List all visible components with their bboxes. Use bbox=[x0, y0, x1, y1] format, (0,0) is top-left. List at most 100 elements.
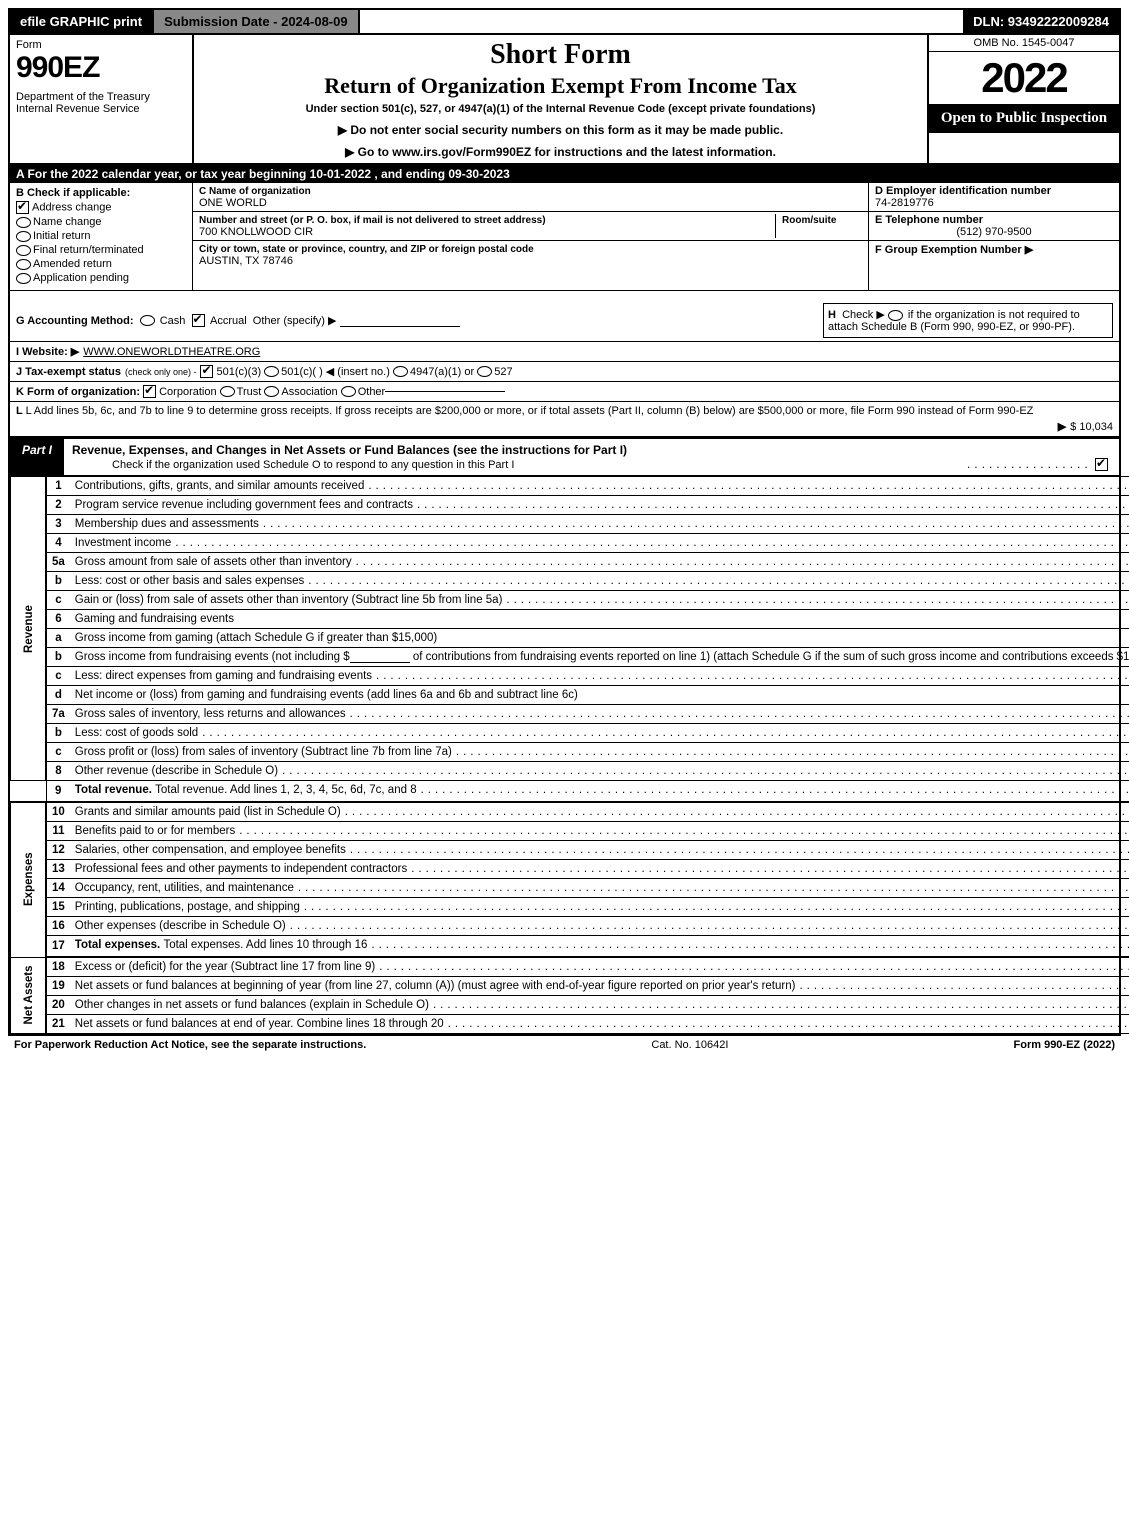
row-k: K Form of organization: Corporation Trus… bbox=[10, 382, 1119, 402]
check-4947[interactable] bbox=[393, 366, 408, 377]
form-number: 990EZ bbox=[16, 51, 186, 85]
check-amended-return[interactable]: Amended return bbox=[16, 258, 186, 270]
part-1-check-o[interactable]: ................. bbox=[967, 457, 1119, 475]
row-l: L L Add lines 5b, 6c, and 7b to line 9 t… bbox=[10, 402, 1119, 420]
section-a-line: A For the 2022 calendar year, or tax yea… bbox=[10, 165, 1119, 183]
check-h[interactable] bbox=[888, 310, 903, 321]
check-501c[interactable] bbox=[264, 366, 279, 377]
line-5c: c Gain or (loss) from sale of assets oth… bbox=[11, 591, 1129, 610]
footer-left: For Paperwork Reduction Act Notice, see … bbox=[14, 1039, 366, 1051]
website-link[interactable]: WWW.ONEWORLDTHEATRE.ORG bbox=[83, 346, 260, 358]
section-d: D Employer identification number 74-2819… bbox=[869, 183, 1119, 290]
line-6b: b Gross income from fundraising events (… bbox=[11, 648, 1129, 667]
line-6d: d Net income or (loss) from gaming and f… bbox=[11, 686, 1129, 705]
h-box: H Check ▶ if the organization is not req… bbox=[823, 303, 1113, 338]
line-7b: b Less: cost of goods sold 7b bbox=[11, 724, 1129, 743]
check-cash[interactable] bbox=[140, 315, 155, 326]
line-7a: 7a Gross sales of inventory, less return… bbox=[11, 705, 1129, 724]
row-i: I Website: ▶ WWW.ONEWORLDTHEATRE.ORG bbox=[10, 341, 1119, 362]
part-1-header: Part I Revenue, Expenses, and Changes in… bbox=[10, 437, 1119, 476]
ssn-warning: ▶ Do not enter social security numbers o… bbox=[200, 123, 921, 137]
check-application-pending[interactable]: Application pending bbox=[16, 272, 186, 284]
info-grid: B Check if applicable: Address change Na… bbox=[10, 183, 1119, 291]
side-netassets: Net Assets bbox=[11, 957, 47, 1034]
l-amount: $ 10,034 bbox=[1070, 421, 1113, 433]
line-21: 21 Net assets or fund balances at end of… bbox=[11, 1015, 1129, 1034]
line-15: 15 Printing, publications, postage, and … bbox=[11, 898, 1129, 917]
footer-mid: Cat. No. 10642I bbox=[651, 1039, 728, 1051]
ein-value: 74-2819776 bbox=[875, 197, 934, 209]
check-trust[interactable] bbox=[220, 386, 235, 397]
line-19: 19 Net assets or fund balances at beginn… bbox=[11, 977, 1129, 996]
line-11: 11 Benefits paid to or for members 11 bbox=[11, 822, 1129, 841]
return-title: Return of Organization Exempt From Incom… bbox=[200, 73, 921, 99]
under-section-text: Under section 501(c), 527, or 4947(a)(1)… bbox=[200, 103, 921, 115]
check-accrual[interactable] bbox=[192, 314, 205, 327]
line-18: Net Assets 18 Excess or (deficit) for th… bbox=[11, 957, 1129, 977]
open-public-badge: Open to Public Inspection bbox=[929, 104, 1119, 133]
header-mid: Short Form Return of Organization Exempt… bbox=[194, 35, 927, 163]
side-expenses: Expenses bbox=[11, 802, 47, 957]
section-b: B Check if applicable: Address change Na… bbox=[10, 183, 193, 290]
line-7c: c Gross profit or (loss) from sales of i… bbox=[11, 743, 1129, 762]
part-1-label: Part I bbox=[10, 439, 64, 475]
part-1-title: Revenue, Expenses, and Changes in Net As… bbox=[64, 439, 967, 475]
header-right: OMB No. 1545-0047 2022 Open to Public In… bbox=[927, 35, 1119, 163]
line-8: 8 Other revenue (describe in Schedule O)… bbox=[11, 762, 1129, 781]
header-row: Form 990EZ Department of the Treasury In… bbox=[10, 35, 1119, 165]
c-city-label: City or town, state or province, country… bbox=[199, 244, 534, 255]
check-501c3[interactable] bbox=[200, 365, 213, 378]
b-label: B Check if applicable: bbox=[16, 187, 130, 199]
d-ein-label: D Employer identification number bbox=[875, 185, 1051, 197]
d-phone-label: E Telephone number bbox=[875, 214, 983, 226]
check-other-org[interactable] bbox=[341, 386, 356, 397]
g-label: G Accounting Method: Cash Accrual Other … bbox=[16, 314, 460, 328]
line-13: 13 Professional fees and other payments … bbox=[11, 860, 1129, 879]
org-name: ONE WORLD bbox=[199, 197, 267, 209]
line-20: 20 Other changes in net assets or fund b… bbox=[11, 996, 1129, 1015]
short-form-title: Short Form bbox=[200, 39, 921, 71]
tax-year: 2022 bbox=[929, 52, 1119, 104]
check-initial-return[interactable]: Initial return bbox=[16, 230, 186, 242]
row-l-amount: ▶$ 10,034 bbox=[10, 420, 1119, 437]
line-16: 16 Other expenses (describe in Schedule … bbox=[11, 917, 1129, 936]
line-10: Expenses 10 Grants and similar amounts p… bbox=[11, 802, 1129, 822]
efile-print-button[interactable]: efile GRAPHIC print bbox=[10, 10, 152, 33]
check-association[interactable] bbox=[264, 386, 279, 397]
header-left: Form 990EZ Department of the Treasury In… bbox=[10, 35, 194, 163]
d-group-label: F Group Exemption Number ▶ bbox=[875, 244, 1033, 256]
line-12: 12 Salaries, other compensation, and emp… bbox=[11, 841, 1129, 860]
form-label: Form bbox=[16, 39, 186, 51]
submission-date-label: Submission Date - 2024-08-09 bbox=[152, 10, 360, 33]
footer: For Paperwork Reduction Act Notice, see … bbox=[8, 1036, 1121, 1054]
check-527[interactable] bbox=[477, 366, 492, 377]
org-street: 700 KNOLLWOOD CIR bbox=[199, 226, 313, 238]
check-final-return[interactable]: Final return/terminated bbox=[16, 244, 186, 256]
form-table: Revenue 1 Contributions, gifts, grants, … bbox=[10, 476, 1129, 1034]
department-label: Department of the Treasury Internal Reve… bbox=[16, 91, 186, 115]
org-city: AUSTIN, TX 78746 bbox=[199, 255, 293, 267]
row-j: J Tax-exempt status (check only one) - 5… bbox=[10, 362, 1119, 382]
line-5a: 5a Gross amount from sale of assets othe… bbox=[11, 553, 1129, 572]
line-6a: a Gross income from gaming (attach Sched… bbox=[11, 629, 1129, 648]
top-bar: efile GRAPHIC print Submission Date - 20… bbox=[10, 10, 1119, 35]
goto-instructions[interactable]: ▶ Go to www.irs.gov/Form990EZ for instru… bbox=[200, 145, 921, 159]
i-label: I Website: ▶ bbox=[16, 345, 79, 358]
c-street-label: Number and street (or P. O. box, if mail… bbox=[199, 215, 546, 226]
check-name-change[interactable]: Name change bbox=[16, 216, 186, 228]
line-9: 9 Total revenue. Total revenue. Add line… bbox=[11, 781, 1129, 803]
dln-label: DLN: 93492222009284 bbox=[963, 10, 1119, 33]
line-6: 6 Gaming and fundraising events bbox=[11, 610, 1129, 629]
line-14: 14 Occupancy, rent, utilities, and maint… bbox=[11, 879, 1129, 898]
check-address-change[interactable]: Address change bbox=[16, 201, 186, 214]
line-1: Revenue 1 Contributions, gifts, grants, … bbox=[11, 477, 1129, 496]
line-4: 4 Investment income 4 bbox=[11, 534, 1129, 553]
line-6c: c Less: direct expenses from gaming and … bbox=[11, 667, 1129, 686]
check-corporation[interactable] bbox=[143, 385, 156, 398]
form-container: efile GRAPHIC print Submission Date - 20… bbox=[8, 8, 1121, 1036]
c-room-label: Room/suite bbox=[782, 215, 836, 226]
side-revenue: Revenue bbox=[11, 477, 47, 781]
omb-number: OMB No. 1545-0047 bbox=[929, 35, 1119, 52]
c-name-label: C Name of organization bbox=[199, 186, 311, 197]
line-2: 2 Program service revenue including gove… bbox=[11, 496, 1129, 515]
